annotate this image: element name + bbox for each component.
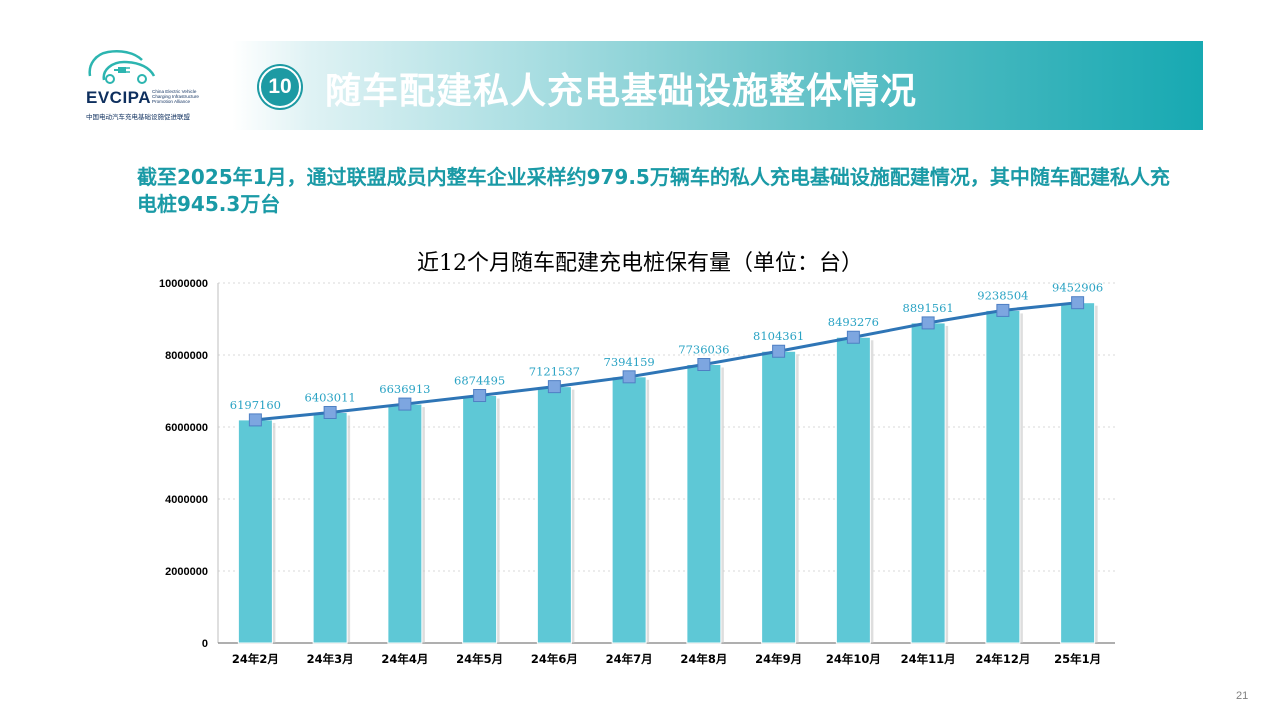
page-title: 随车配建私人充电基础设施整体情况 (325, 71, 918, 112)
bar (835, 336, 871, 644)
logo-english-name: China Electric Vehicle Charging Infrastr… (152, 89, 199, 104)
data-label: 6874495 (454, 374, 505, 388)
x-tick-label: 25年1月 (1054, 652, 1101, 666)
bar (1060, 302, 1096, 644)
data-label: 8104361 (753, 329, 804, 343)
data-label: 7394159 (604, 355, 655, 369)
line-marker (323, 405, 337, 419)
bar (536, 386, 572, 644)
line-marker (697, 358, 711, 372)
line-marker (846, 330, 860, 344)
y-tick-label: 0 (202, 638, 208, 650)
y-tick-label: 4000000 (165, 494, 208, 506)
data-label: 7121537 (529, 365, 580, 379)
x-tick-label: 24年10月 (826, 652, 881, 666)
data-label: 8891561 (903, 301, 954, 315)
x-tick-label: 24年7月 (606, 652, 653, 666)
data-label: 7736036 (678, 343, 729, 357)
line-marker (473, 389, 487, 403)
car-plug-logo-icon (88, 50, 156, 84)
bar (910, 322, 946, 644)
logo-chinese-name: 中国电动汽车充电基础设施促进联盟 (86, 113, 190, 121)
x-tick-label: 24年3月 (307, 652, 354, 666)
y-tick-label: 2000000 (165, 566, 208, 578)
line-marker (398, 397, 412, 411)
x-tick-label: 24年8月 (680, 652, 727, 666)
bar (312, 411, 348, 644)
line-marker (996, 303, 1010, 317)
line-marker (622, 370, 636, 384)
x-tick-label: 24年11月 (901, 652, 956, 666)
x-tick-label: 24年5月 (456, 652, 503, 666)
x-tick-label: 24年2月 (232, 652, 279, 666)
data-label: 9238504 (977, 288, 1028, 302)
line-marker (248, 413, 262, 427)
section-number-badge: 10 (259, 66, 301, 108)
x-tick-label: 24年4月 (381, 652, 428, 666)
data-label: 9452906 (1052, 281, 1103, 295)
logo-wordmark: EVCIPA (86, 88, 152, 107)
line-marker (1071, 296, 1085, 310)
data-label: 6197160 (230, 398, 281, 412)
bar (985, 309, 1021, 644)
line-marker (547, 380, 561, 394)
data-label: 6636913 (379, 382, 430, 396)
data-label: 8493276 (828, 315, 879, 329)
line-marker (772, 344, 786, 358)
x-tick-label: 24年6月 (531, 652, 578, 666)
x-tick-label: 24年9月 (755, 652, 802, 666)
bar (761, 350, 797, 644)
x-tick-label: 24年12月 (975, 652, 1030, 666)
series-line (255, 301, 1078, 422)
bar (611, 376, 647, 644)
bar (237, 419, 273, 644)
title-banner (232, 41, 1203, 130)
y-tick-label: 6000000 (165, 422, 208, 434)
data-label: 6403011 (305, 390, 356, 404)
summary-text: 截至2025年1月，通过联盟成员内整车企业采样约979.5万辆车的私人充电基础设… (137, 165, 1170, 216)
bar (462, 395, 498, 644)
bar (686, 364, 722, 644)
line-marker (921, 316, 935, 330)
y-tick-label: 8000000 (165, 350, 208, 362)
chart-title: 近12个月随车配建充电桩保有量（单位：台） (417, 251, 863, 276)
evcipa-logo: EVCIPA China Electric Vehicle Charging I… (80, 46, 220, 124)
y-tick-label: 10000000 (159, 278, 208, 290)
page-number: 21 (1236, 690, 1249, 702)
bar (387, 403, 423, 644)
